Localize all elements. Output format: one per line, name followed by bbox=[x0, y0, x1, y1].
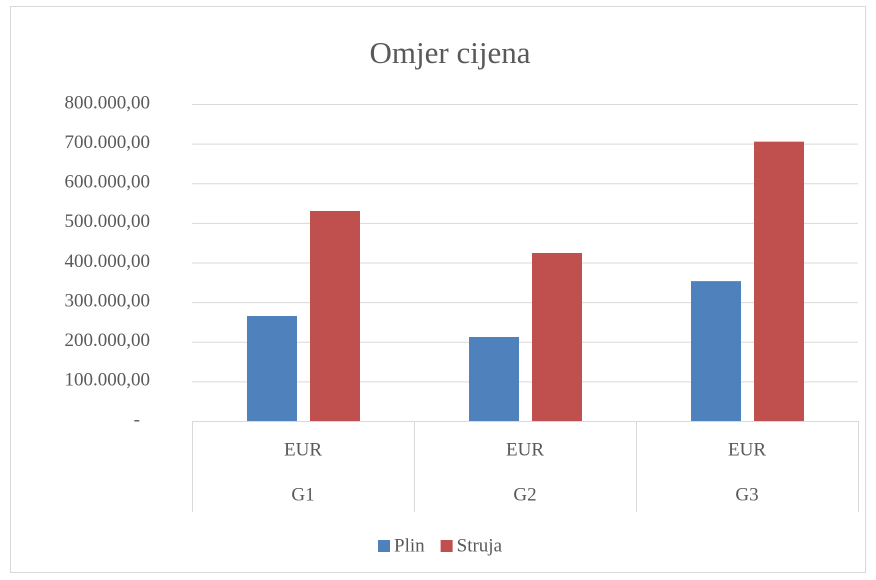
x-tick-label: EUR bbox=[506, 439, 544, 460]
y-tick-label: 800.000,00 bbox=[65, 92, 151, 113]
legend-swatch bbox=[378, 540, 390, 552]
y-tick-label: 100.000,00 bbox=[65, 370, 151, 391]
y-tick-label: 300.000,00 bbox=[65, 290, 151, 311]
y-tick-label: 500.000,00 bbox=[65, 211, 151, 232]
y-tick-label: 700.000,00 bbox=[65, 132, 151, 153]
chart-title: Omjer cijena bbox=[370, 35, 531, 70]
bar bbox=[310, 210, 360, 421]
y-tick-label: - bbox=[134, 409, 140, 430]
x-group-label: G2 bbox=[513, 484, 536, 505]
bar bbox=[691, 281, 741, 421]
bar bbox=[247, 315, 297, 421]
bar bbox=[754, 141, 804, 422]
x-group-label: G3 bbox=[735, 484, 758, 505]
bar bbox=[532, 252, 582, 421]
legend-label: Plin bbox=[394, 535, 425, 556]
y-tick-label: 200.000,00 bbox=[65, 330, 151, 351]
x-group-label: G1 bbox=[291, 484, 314, 505]
legend-swatch bbox=[440, 540, 453, 552]
x-tick-label: EUR bbox=[284, 439, 322, 460]
x-tick-label: EUR bbox=[728, 439, 766, 460]
y-tick-label: 400.000,00 bbox=[65, 251, 151, 272]
bar bbox=[469, 336, 519, 421]
y-tick-label: 600.000,00 bbox=[65, 172, 151, 193]
legend-label: Struja bbox=[457, 535, 503, 556]
